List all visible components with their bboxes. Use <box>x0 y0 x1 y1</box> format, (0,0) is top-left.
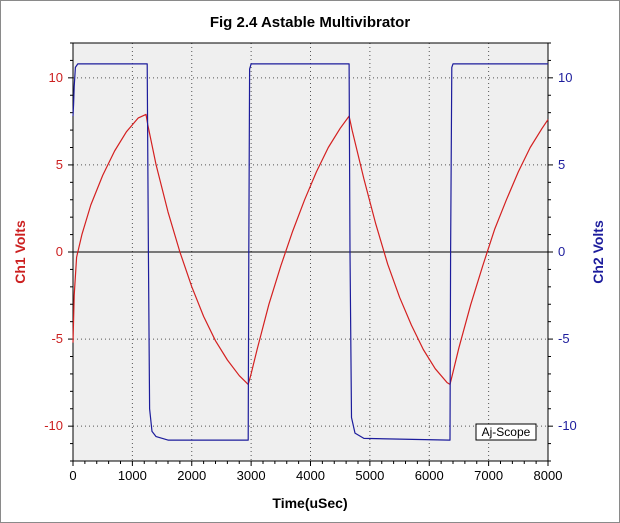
right-tick-label: -5 <box>558 331 570 346</box>
left-tick-label: -10 <box>44 418 63 433</box>
right-tick-label: 0 <box>558 244 565 259</box>
series-ch2-line <box>72 63 548 441</box>
right-axis-title: Ch2 Volts <box>590 220 606 284</box>
x-tick-label: 2000 <box>177 468 206 483</box>
x-tick-label: 3000 <box>237 468 266 483</box>
watermark-label: Aj-Scope <box>482 425 531 439</box>
right-tick-label: 5 <box>558 157 565 172</box>
left-tick-label: -5 <box>51 331 63 346</box>
watermark-box <box>475 423 537 441</box>
x-axis-title: Time(uSec) <box>272 495 347 511</box>
left-tick-label: 10 <box>49 70 63 85</box>
right-tick-label: -10 <box>558 418 577 433</box>
x-tick-label: 6000 <box>415 468 444 483</box>
x-tick-label: 5000 <box>355 468 384 483</box>
x-tick-label: 4000 <box>296 468 325 483</box>
x-tick-label: 0 <box>69 468 76 483</box>
x-tick-label: 8000 <box>534 468 563 483</box>
x-tick-label: 1000 <box>118 468 147 483</box>
chart-title: Fig 2.4 Astable Multivibrator <box>210 14 410 31</box>
plot-area: 0 1000 2000 3000 4000 5000 6000 7000 8000 10 10 5 5 0… <box>44 42 577 483</box>
series-ch1-line <box>72 113 549 385</box>
x-tick-label: 7000 <box>474 468 503 483</box>
left-tick-label: 5 <box>56 157 63 172</box>
right-tick-label: 10 <box>558 70 572 85</box>
left-tick-label: 0 <box>56 244 63 259</box>
left-axis-title: Ch1 Volts <box>12 220 28 284</box>
